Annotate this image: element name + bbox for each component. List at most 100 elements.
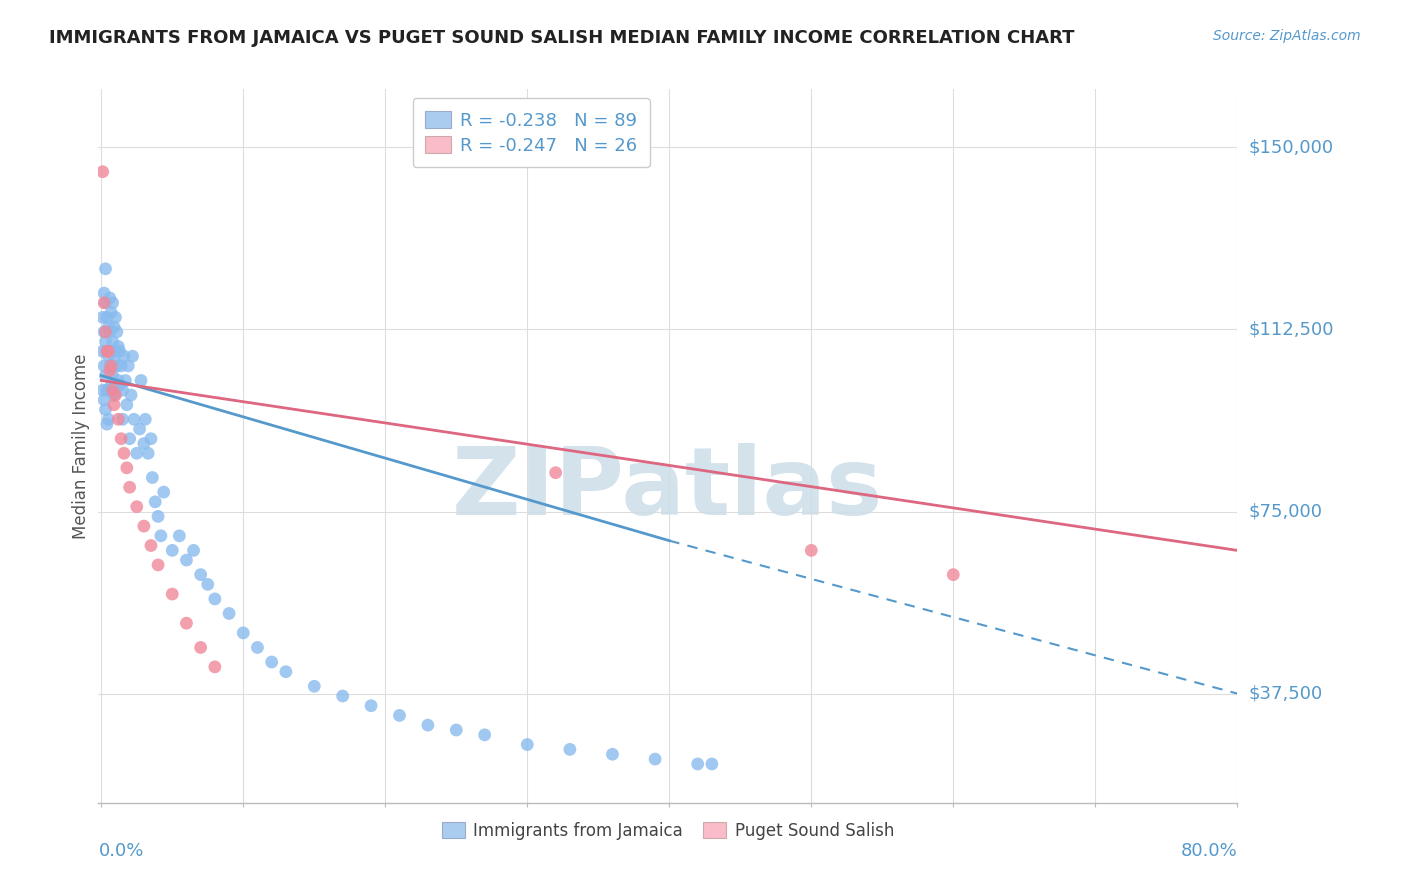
Point [132,436,155,450]
Text: $112,500: $112,500 [1249,320,1334,338]
Point [93,359,115,373]
Point [105,359,128,373]
Point [104,344,127,359]
Point [132,519,155,533]
Point [103,398,125,412]
Point [125,446,148,460]
Text: 80.0%: 80.0% [1181,842,1237,860]
Point [107,374,129,388]
Point [416,718,439,732]
Point [111,383,134,397]
Point [94,334,117,349]
Point [93,286,115,301]
Point [104,388,127,402]
Point [176,616,198,631]
Point [96,310,118,325]
Text: 0.0%: 0.0% [98,842,143,860]
Y-axis label: Median Family Income: Median Family Income [72,353,90,539]
Point [94,295,117,310]
Point [108,344,131,359]
Text: IMMIGRANTS FROM JAMAICA VS PUGET SOUND SALISH MEDIAN FAMILY INCOME CORRELATION C: IMMIGRANTS FROM JAMAICA VS PUGET SOUND S… [49,29,1074,47]
Point [97,412,120,426]
Point [122,412,145,426]
Point [260,655,283,669]
Point [91,310,114,325]
Point [103,320,125,334]
Point [107,412,129,426]
Point [112,349,135,363]
Point [176,553,198,567]
Point [96,344,118,359]
Point [94,261,117,276]
Point [98,291,121,305]
Point [93,295,115,310]
Point [94,368,117,383]
Point [232,626,254,640]
Point [143,495,166,509]
Point [204,660,226,674]
Point [139,539,162,553]
Point [136,446,159,460]
Point [96,344,118,359]
Point [274,665,297,679]
Point [101,295,124,310]
Point [98,359,121,373]
Point [516,738,538,752]
Point [101,368,124,383]
Point [103,388,125,402]
Point [332,689,354,703]
Text: Source: ZipAtlas.com: Source: ZipAtlas.com [1213,29,1361,44]
Point [120,388,142,402]
Point [169,529,191,543]
Text: $150,000: $150,000 [1249,138,1333,156]
Text: ZIPatlas: ZIPatlas [453,442,883,535]
Point [91,165,114,179]
Point [96,383,118,397]
Point [146,509,169,524]
Point [134,412,156,426]
Point [101,383,124,397]
Point [108,378,131,392]
Point [360,698,382,713]
Point [93,325,115,339]
Point [97,349,120,363]
Point [112,446,135,460]
Point [100,359,122,373]
Point [686,756,709,771]
Point [117,359,139,373]
Point [104,378,127,392]
Point [388,708,411,723]
Point [115,398,138,412]
Point [162,587,184,601]
Point [118,480,141,494]
Point [96,417,118,432]
Point [162,543,184,558]
Point [94,402,117,417]
Point [700,756,723,771]
Point [98,325,121,339]
Point [114,374,136,388]
Point [91,344,114,359]
Point [100,305,122,319]
Point [474,728,496,742]
Point [544,466,567,480]
Point [304,679,326,693]
Point [146,558,169,572]
Point [139,432,162,446]
Point [125,500,148,514]
Point [152,485,174,500]
Point [190,567,212,582]
Point [602,747,624,762]
Point [98,364,121,378]
Point [104,310,127,325]
Point [110,432,132,446]
Point [118,432,141,446]
Point [218,607,240,621]
Point [110,359,132,373]
Point [121,349,143,363]
Point [129,374,152,388]
Point [558,742,581,756]
Point [149,529,172,543]
Point [105,325,128,339]
Point [97,383,120,397]
